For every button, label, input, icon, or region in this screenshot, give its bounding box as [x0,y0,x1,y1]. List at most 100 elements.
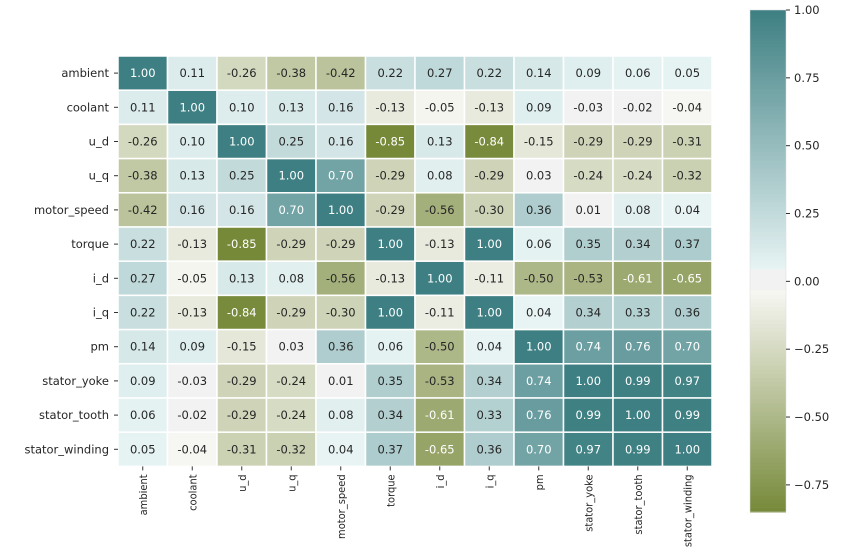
colorbar-segment [750,47,786,53]
colorbar-segment [750,461,786,467]
cell-value-label: -0.13 [375,271,405,285]
colorbar-segment [750,223,786,229]
cell-value-label: 1.00 [278,169,304,183]
colorbar-segment [750,198,786,204]
cell-value-label: 1.00 [476,306,502,320]
cell-value-label: -0.15 [524,135,554,149]
cell-value-label: -0.65 [425,442,455,456]
colorbar-segment [750,89,786,95]
colorbar-segment [750,51,786,57]
colorbar-segment [750,26,786,32]
cell-value-label: -0.29 [375,203,405,217]
heatmap-cell [414,89,466,126]
heatmap-cell [166,431,218,468]
cell-value-label: 0.03 [526,169,552,183]
heatmap-cell [364,328,416,365]
heatmap-cell [315,260,367,297]
column-labels: ambient coolant u_d u_q motor_speed torque i_d… [137,466,694,547]
cell-value-label: 1.00 [526,340,552,354]
cell-value-label: 1.00 [130,66,156,80]
colorbar-segment [750,18,786,24]
row-label: i_d [93,271,109,285]
colorbar-segment [750,449,786,455]
heatmap-cell [463,328,515,365]
colorbar-segment [750,231,786,237]
colorbar-segment [750,219,786,224]
colorbar-segment [750,35,786,40]
colorbar-segment [750,114,786,120]
cell-value-label: -0.24 [573,169,603,183]
cell-value-label: 1.00 [179,100,205,114]
cell-value-label: -0.50 [524,271,554,285]
cell-value-label: 0.04 [526,306,552,320]
cell-value-label: 0.05 [130,442,156,456]
cell-value-label: 0.13 [179,169,205,183]
cell-value-label: 0.22 [476,66,502,80]
column-label: u_d [236,474,249,492]
colorbar-segment [750,298,786,304]
cell-value-label: 0.36 [476,442,502,456]
colorbar-segment [750,97,786,103]
colorbar-segment [750,311,786,316]
heatmap-cell [166,363,218,399]
colorbar-tick-label: 0.75 [794,71,820,85]
colorbar-tick-label: −0.25 [794,342,829,356]
colorbar-segment [750,102,786,107]
cell-value-label: 0.25 [278,135,304,149]
cell-value-label: 0.14 [130,340,156,354]
cell-value-label: -0.29 [326,237,356,251]
colorbar-segment [750,403,786,409]
heatmap-cell [315,89,367,126]
colorbar-segment [750,386,786,392]
cell-value-label: -0.31 [227,442,257,456]
cell-value-label: -0.42 [326,66,356,80]
heatmap-cell [612,294,664,331]
cell-value-label: -0.11 [425,306,455,320]
heatmap-cell [661,397,713,433]
colorbar-segment [750,323,786,329]
heatmap-cell [364,260,416,297]
cell-value-label: -0.03 [177,374,207,388]
row-label: u_d [89,135,109,149]
heatmap-cell [166,397,218,433]
cell-value-label: 0.09 [179,340,205,354]
colorbar-segment [750,185,786,191]
cell-value-label: -0.29 [276,237,306,251]
colorbar-segment [750,478,786,484]
cell-value-label: 0.97 [674,374,700,388]
colorbar-segment [750,181,786,187]
cell-value-label: -0.03 [573,100,603,114]
cell-value-label: -0.29 [573,135,603,149]
column-label: i_d [434,474,447,488]
cell-value-label: 0.76 [625,340,651,354]
colorbar-segment [750,411,786,417]
heatmap-cell [562,89,614,126]
colorbar-segment [750,10,786,15]
heatmap-cell [364,157,416,194]
cell-value-label: -0.02 [177,408,207,422]
cell-value-label: -0.13 [474,100,504,114]
heatmap-cell [463,192,515,228]
heatmap-cell [364,226,416,262]
colorbar-frame [749,9,787,513]
cell-value-label: 0.22 [377,66,403,80]
heatmap-cell [117,260,169,297]
heatmap-cell [661,260,713,297]
cell-value-label: 0.13 [229,271,255,285]
cell-value-label: -0.13 [177,306,207,320]
heatmap-cell [216,328,268,365]
cell-value-label: 0.09 [526,100,552,114]
colorbar-segment [750,453,786,459]
cell-value-label: -0.30 [474,203,504,217]
colorbar-segment [750,424,786,429]
heatmap-cell [315,294,367,331]
heatmap-cells: 1.00 0.11 -0.26 -0.38 -0.42 0.22 0.27 0.22 0.14 0… [117,55,713,468]
cell-value-label: -0.29 [474,169,504,183]
colorbar-tick-label: 0.00 [794,274,820,288]
cell-value-label: -0.38 [276,66,306,80]
colorbar-segment [750,507,786,513]
row-label: pm [90,340,109,354]
heatmap-cell [513,226,565,262]
heatmap-cell [562,431,614,468]
heatmap-cell [661,363,713,399]
